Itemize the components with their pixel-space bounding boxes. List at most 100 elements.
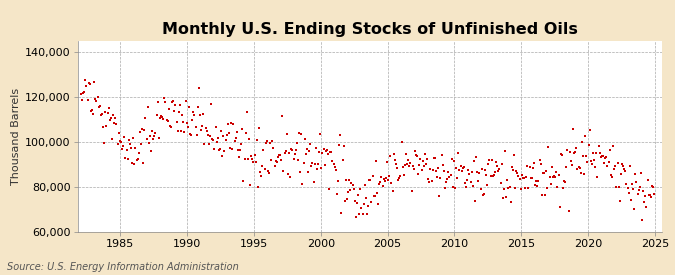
Point (607, 175, 618, 179)
Point (325, 150, 335, 155)
Point (446, 156, 457, 161)
Point (184, 104, 194, 109)
Point (273, 155, 284, 159)
Point (254, 126, 265, 130)
Point (308, 179, 319, 184)
Point (95, 104, 105, 108)
Point (493, 169, 504, 174)
Point (366, 200, 377, 205)
Point (383, 177, 394, 182)
Point (432, 175, 443, 179)
Point (346, 181, 357, 185)
Point (518, 176, 529, 180)
Point (340, 199, 350, 203)
Point (309, 161, 320, 166)
Point (273, 153, 284, 157)
Point (161, 118, 172, 122)
Point (353, 192, 364, 197)
Point (115, 140, 126, 144)
Point (95, 112, 106, 117)
Point (283, 171, 294, 176)
Point (544, 174, 555, 179)
Point (180, 98, 191, 103)
Point (649, 191, 659, 196)
Point (439, 186, 450, 191)
Point (122, 157, 133, 161)
Point (642, 177, 653, 182)
Point (188, 110, 198, 114)
Point (526, 175, 537, 180)
Point (112, 142, 123, 147)
Point (131, 158, 142, 163)
Point (270, 159, 281, 163)
Point (479, 191, 489, 196)
Point (549, 174, 560, 178)
Point (613, 185, 624, 189)
Point (257, 164, 268, 168)
Point (287, 147, 298, 152)
Point (571, 145, 582, 150)
Point (508, 153, 519, 157)
Point (239, 156, 250, 161)
Point (470, 155, 481, 159)
Point (494, 166, 505, 171)
Point (223, 122, 234, 126)
Point (643, 192, 654, 197)
Point (194, 113, 205, 117)
Point (110, 116, 121, 120)
Point (173, 110, 184, 114)
Point (285, 175, 296, 179)
Point (638, 189, 649, 194)
Point (324, 187, 335, 191)
Point (540, 193, 551, 197)
Point (259, 167, 270, 172)
Point (217, 154, 227, 158)
Point (570, 150, 580, 154)
Point (477, 193, 488, 197)
Point (146, 149, 157, 153)
Point (533, 178, 544, 183)
Point (331, 167, 342, 172)
Point (645, 193, 655, 197)
Point (531, 179, 541, 183)
Point (294, 131, 304, 135)
Point (292, 140, 302, 145)
Point (578, 172, 589, 177)
Point (323, 152, 333, 156)
Point (590, 165, 601, 169)
Point (436, 152, 447, 157)
Point (117, 147, 128, 152)
Point (279, 150, 290, 155)
Point (113, 131, 124, 135)
Point (496, 161, 507, 166)
Point (281, 131, 292, 136)
Point (427, 168, 438, 172)
Point (375, 179, 386, 184)
Point (247, 156, 258, 161)
Point (347, 183, 358, 187)
Point (105, 116, 116, 121)
Point (605, 173, 616, 178)
Point (127, 161, 138, 166)
Point (542, 186, 553, 191)
Point (448, 159, 459, 163)
Point (107, 137, 117, 141)
Point (335, 133, 346, 138)
Point (575, 171, 586, 176)
Point (597, 153, 608, 158)
Point (389, 158, 400, 162)
Point (626, 182, 637, 186)
Point (93, 105, 104, 109)
Point (261, 139, 272, 143)
Point (331, 192, 342, 196)
Point (623, 191, 634, 195)
Point (321, 148, 331, 153)
Point (407, 164, 418, 169)
Point (124, 142, 135, 147)
Point (170, 103, 181, 107)
Point (129, 162, 140, 166)
Point (545, 182, 556, 186)
Point (425, 166, 436, 171)
Point (618, 164, 628, 168)
Point (184, 132, 195, 136)
